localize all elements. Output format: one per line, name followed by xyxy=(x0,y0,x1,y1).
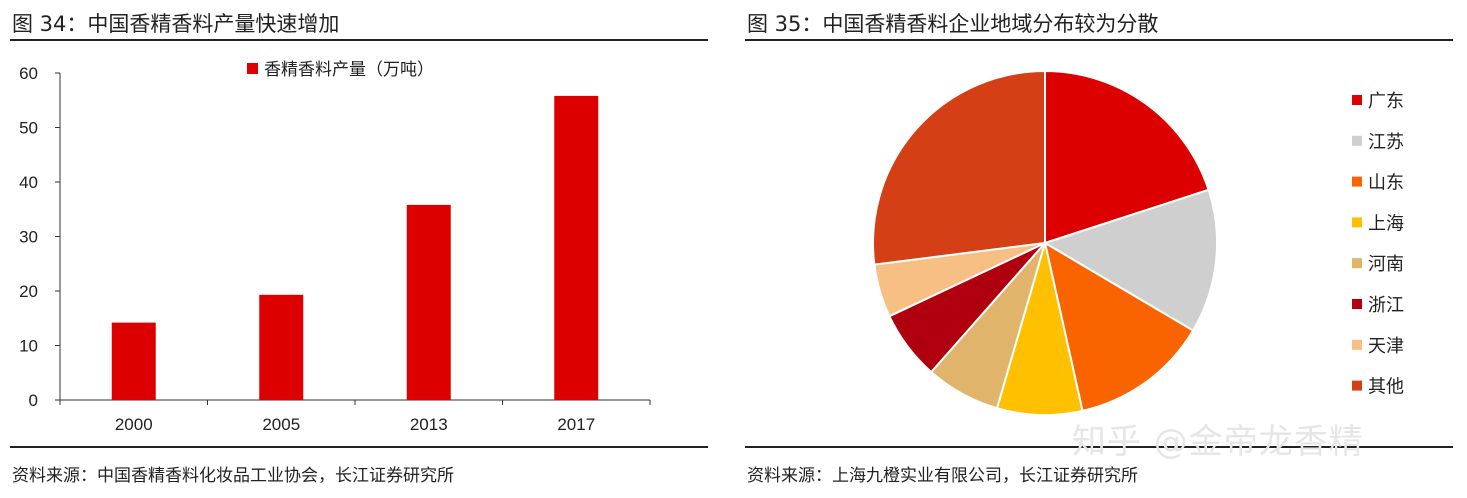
y-tick-label: 20 xyxy=(19,282,38,301)
y-tick-label: 50 xyxy=(19,119,38,138)
legend-label: 上海 xyxy=(1368,213,1404,234)
legend-swatch xyxy=(247,63,258,74)
pie-chart-title: 图 35：中国香精香料企业地域分布较为分散 xyxy=(747,12,1159,36)
bar xyxy=(259,294,304,400)
y-tick-label: 60 xyxy=(19,64,38,83)
x-tick-label: 2005 xyxy=(262,415,300,434)
bar-chart-source: 资料来源：中国香精香料化妆品工业协会，长江证券研究所 xyxy=(12,466,454,486)
legend-label: 浙江 xyxy=(1368,295,1404,316)
bar xyxy=(406,204,451,400)
legend-swatch xyxy=(1352,217,1362,228)
source-rule xyxy=(745,446,1453,448)
legend-label: 河南 xyxy=(1368,254,1404,275)
source-rule xyxy=(10,446,708,448)
legend-swatch xyxy=(1352,258,1362,269)
bar-chart-title: 图 34：中国香精香料产量快速增加 xyxy=(12,12,340,36)
title-rule xyxy=(745,39,1453,41)
legend-label: 香精香料产量（万吨） xyxy=(264,60,434,80)
bar xyxy=(554,95,599,400)
y-tick-label: 10 xyxy=(19,337,38,356)
x-tick-label: 2000 xyxy=(115,415,153,434)
bar-chart-panel: 图 34：中国香精香料产量快速增加 0 10 20 30 40 50 60 2000 2005 2… xyxy=(0,0,720,498)
pie-chart-panel: 图 35：中国香精香料企业地域分布较为分散 广东江苏山东上海河南浙江天津其他 资… xyxy=(735,0,1467,498)
bar-chart: 0 10 20 30 40 50 60 2000 2005 2013 2017 香精香料产量（万吨） xyxy=(19,60,651,434)
legend-swatch xyxy=(1352,135,1362,146)
x-tick-label: 2017 xyxy=(557,415,595,434)
legend-swatch xyxy=(1352,299,1362,309)
legend-label: 江苏 xyxy=(1368,132,1404,153)
x-tick-label: 2013 xyxy=(410,415,448,434)
watermark-text: 知乎 @金帝龙香精 xyxy=(1072,422,1364,462)
pie-chart-source: 资料来源：上海九橙实业有限公司，长江证券研究所 xyxy=(747,466,1138,486)
pie-slice xyxy=(872,70,1046,266)
legend-swatch xyxy=(1352,95,1362,105)
legend-swatch xyxy=(1352,176,1362,187)
title-rule xyxy=(10,39,708,41)
y-tick-label: 30 xyxy=(19,228,38,247)
pie-slice xyxy=(1044,242,1195,412)
pie-slice xyxy=(1044,188,1218,332)
legend-swatch xyxy=(1352,339,1362,350)
legend-label: 天津 xyxy=(1368,336,1404,357)
y-tick-label: 0 xyxy=(29,391,38,410)
bar xyxy=(111,322,156,400)
legend-label: 广东 xyxy=(1368,91,1404,112)
pie-slice xyxy=(1044,70,1210,244)
y-tick-label: 40 xyxy=(19,173,38,192)
legend-label: 其他 xyxy=(1368,377,1404,398)
legend-swatch xyxy=(1352,380,1362,391)
legend-label: 山东 xyxy=(1368,173,1404,194)
